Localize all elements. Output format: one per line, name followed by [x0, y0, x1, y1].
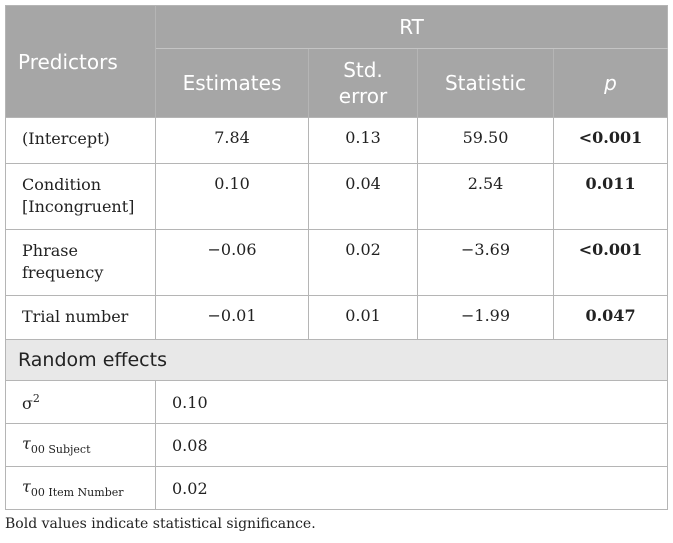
regression-table: Predictors RT Estimates Std. error Stati…: [4, 5, 669, 510]
estimate-cell: 0.10: [155, 163, 309, 230]
row-label: Condition [Incongruent]: [5, 163, 156, 230]
table-row: Condition [Incongruent] 0.10 0.04 2.54 0…: [5, 163, 669, 230]
sigma-value: 0.10: [154, 380, 669, 424]
row-label: Trial number: [5, 295, 156, 340]
table-row: σ2 0.10: [5, 380, 669, 424]
sigma-label: σ2: [5, 380, 156, 424]
table-row: Trial number −0.01 0.01 −1.99 0.047: [5, 295, 669, 340]
estimate-cell: −0.01: [155, 295, 309, 340]
p-cell: 0.011: [552, 163, 669, 230]
row-label: Phrase frequency: [5, 229, 156, 296]
table-row: (Intercept) 7.84 0.13 59.50 <0.001: [5, 117, 669, 164]
p-cell: <0.001: [552, 117, 669, 164]
statistic-cell: 2.54: [417, 163, 554, 230]
random-effects-section: Random effects: [4, 339, 669, 381]
row-label: (Intercept): [5, 117, 156, 164]
p-cell: 0.047: [552, 295, 669, 340]
se-cell: 0.01: [308, 295, 418, 340]
table-row: τ00 Item Number 0.02: [5, 466, 669, 510]
estimate-cell: −0.06: [155, 229, 309, 296]
statistic-cell: −3.69: [417, 229, 554, 296]
tau-item-value: 0.02: [154, 466, 669, 510]
table-row: Phrase frequency −0.06 0.02 −3.69 <0.001: [5, 229, 669, 296]
random-effects-title: Random effects: [4, 339, 669, 381]
estimates-header: Estimates: [155, 48, 309, 118]
p-cell: <0.001: [552, 229, 669, 296]
footnote: Bold values indicate statistical signifi…: [5, 516, 316, 532]
statistic-cell: −1.99: [417, 295, 554, 340]
std-error-header: Std. error: [308, 48, 418, 118]
statistic-cell: 59.50: [417, 117, 554, 164]
estimate-cell: 7.84: [155, 117, 309, 164]
tau-item-label: τ00 Item Number: [5, 466, 156, 510]
statistic-header: Statistic: [417, 48, 554, 118]
p-header: p: [552, 48, 669, 118]
tau-subject-label: τ00 Subject: [5, 423, 156, 467]
se-cell: 0.04: [308, 163, 418, 230]
se-cell: 0.13: [308, 117, 418, 164]
tau-subject-value: 0.08: [154, 423, 669, 467]
rt-group-header: RT: [154, 5, 669, 49]
predictors-header: Predictors: [5, 5, 156, 118]
table-row: τ00 Subject 0.08: [5, 423, 669, 467]
se-cell: 0.02: [308, 229, 418, 296]
